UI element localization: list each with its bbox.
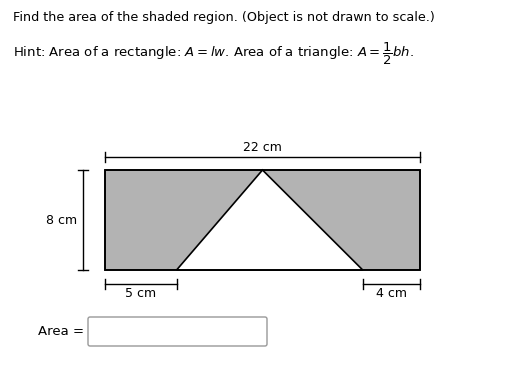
Polygon shape	[176, 170, 363, 270]
Polygon shape	[105, 170, 420, 270]
FancyBboxPatch shape	[88, 317, 267, 346]
Text: Find the area of the shaded region. (Object is not drawn to scale.): Find the area of the shaded region. (Obj…	[13, 11, 435, 24]
Text: Area =: Area =	[38, 325, 84, 338]
Text: 8 cm: 8 cm	[46, 213, 77, 227]
Text: 4 cm: 4 cm	[376, 287, 407, 300]
Text: 22 cm: 22 cm	[243, 141, 282, 154]
Text: Hint: Area of a rectangle: $\mathit{A} = \mathit{lw}$. Area of a triangle: $\mat: Hint: Area of a rectangle: $\mathit{A} =…	[13, 41, 414, 67]
Text: 5 cm: 5 cm	[125, 287, 156, 300]
